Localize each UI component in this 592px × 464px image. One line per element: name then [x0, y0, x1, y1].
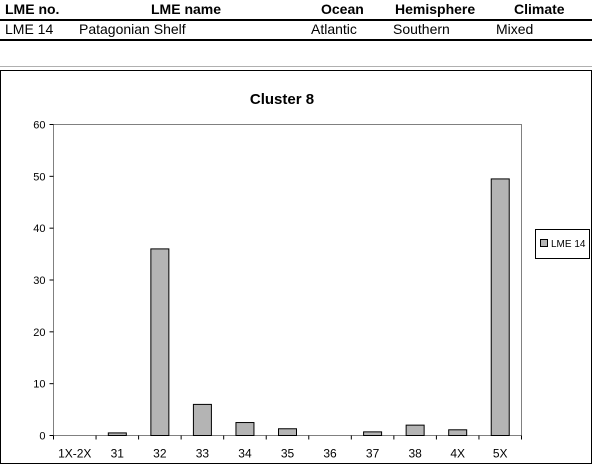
x-tick-label: 4X [450, 447, 465, 461]
x-tick-label: 37 [366, 447, 380, 461]
bar-37 [363, 431, 383, 437]
bar-38 [405, 424, 425, 436]
y-tick-label: 10 [33, 379, 45, 391]
cell-lme-name: Patagonian Shelf [79, 21, 186, 37]
x-tick-label: 5X [493, 447, 508, 461]
plot-area [53, 124, 522, 436]
lme-info-table: LME no. LME name Ocean Hemisphere Climat… [0, 0, 592, 40]
bar-4X [448, 429, 468, 437]
x-tick-label: 35 [281, 447, 295, 461]
x-tick-label: 1X-2X [58, 447, 91, 461]
bar-33 [192, 403, 212, 436]
cell-ocean: Atlantic [311, 21, 357, 37]
table-header-divider [0, 19, 592, 21]
table-header-row: LME no. LME name Ocean Hemisphere Climat… [0, 0, 592, 20]
y-tick-label: 0 [39, 431, 45, 443]
x-tick-label: 31 [111, 447, 125, 461]
x-axis: 1X-2X 31 32 33 34 35 36 37 38 4X 5X [53, 435, 522, 461]
table-row: LME 14 Patagonian Shelf Atlantic Souther… [0, 20, 592, 40]
bar-5X [490, 178, 510, 437]
y-tick-label: 40 [33, 223, 45, 235]
bar-34 [235, 422, 255, 436]
bar-31 [107, 432, 127, 436]
table-bottom-divider [0, 39, 592, 41]
cell-lme-no: LME 14 [5, 21, 54, 37]
bar-series [107, 178, 510, 437]
header-climate: Climate [514, 1, 565, 17]
legend-swatch [540, 239, 548, 247]
x-tick-label: 33 [196, 447, 210, 461]
header-lme-no: LME no. [5, 1, 60, 17]
header-hemisphere: Hemisphere [395, 1, 476, 17]
header-ocean: Ocean [321, 1, 364, 17]
section-divider [0, 66, 592, 67]
chart-title: Cluster 8 [250, 91, 314, 108]
cell-climate: Mixed [496, 21, 534, 37]
y-tick-label: 50 [33, 171, 45, 183]
bar-35 [278, 428, 297, 436]
x-tick-label: 36 [323, 447, 337, 461]
cell-hemisphere: Southern [393, 21, 450, 37]
y-tick-label: 20 [33, 327, 45, 339]
legend-label: LME 14 [551, 239, 586, 250]
x-tick-label: 38 [408, 447, 422, 461]
header-lme-name: LME name [151, 1, 222, 17]
x-tick-label: 34 [238, 447, 252, 461]
y-tick-label: 60 [33, 120, 45, 132]
legend: LME 14 [535, 229, 590, 259]
bar-32 [150, 248, 170, 436]
x-tick-label: 32 [153, 447, 167, 461]
y-axis: 0 10 20 30 40 50 60 [33, 120, 54, 443]
y-tick-label: 30 [33, 275, 45, 287]
